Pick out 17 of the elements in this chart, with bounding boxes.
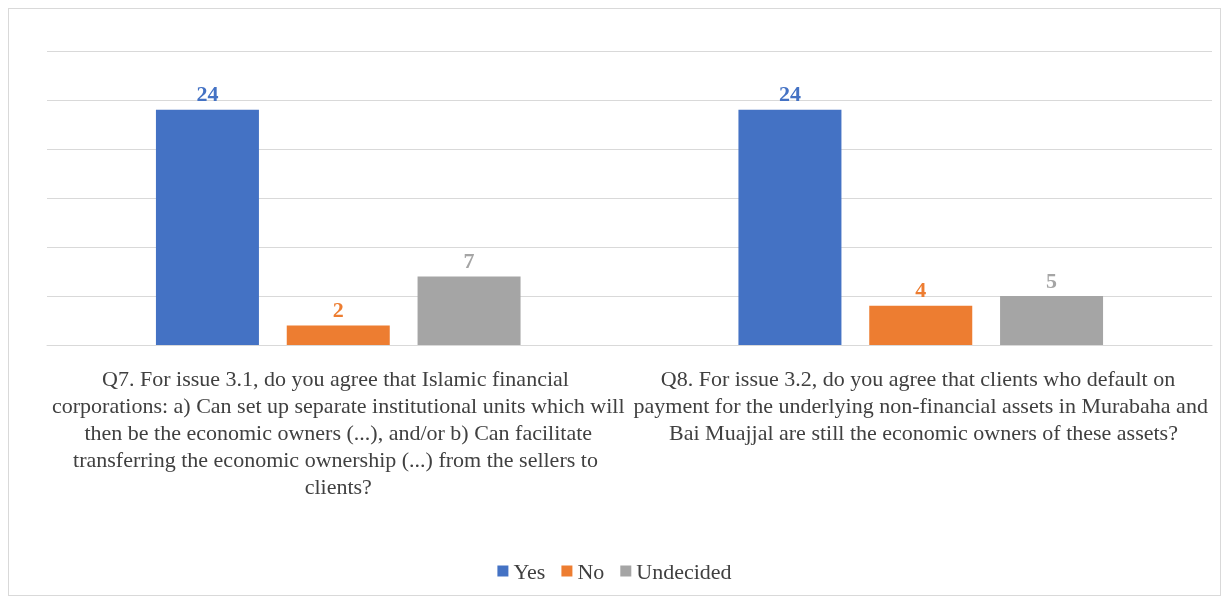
data-label: 4 xyxy=(915,277,927,303)
x-tick-label: Q8. For issue 3.2, do you agree that clients who default on payment for the underlying non-financial assets in Murabaha and Bai Muajjal are still the economic owners of these assets? xyxy=(633,366,1208,445)
legend-label: No xyxy=(577,558,605,584)
data-label: 5 xyxy=(1046,267,1058,293)
legend-label: Yes xyxy=(513,558,546,584)
bar xyxy=(869,305,973,345)
data-label: 24 xyxy=(778,81,801,107)
bar xyxy=(286,325,390,345)
bar xyxy=(155,109,259,345)
data-label: 24 xyxy=(196,81,219,107)
bar xyxy=(1000,296,1104,345)
data-label: 2 xyxy=(332,296,344,322)
x-tick-label: Q7. For issue 3.1, do you agree that Islamic financial corporations: a) Can set up separate institutional units which will then be the economic owners (...), and/or b) Can facilitate transferring the economic ownership (...) from the sellers to clients? xyxy=(52,366,625,499)
legend-label: Undecided xyxy=(636,558,732,584)
bar xyxy=(417,276,521,345)
data-label: 7 xyxy=(463,247,475,273)
bar xyxy=(738,109,842,345)
